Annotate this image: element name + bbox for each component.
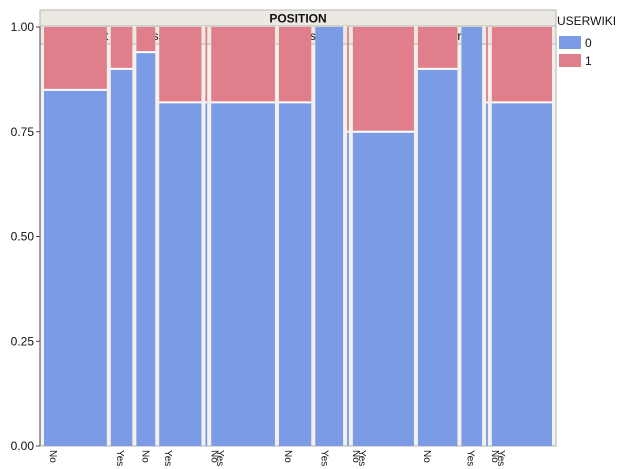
bar-professor-yes-userwiki-1 (491, 27, 552, 103)
x-tick-label-professor-yes: Yes (495, 450, 506, 466)
y-tick-label: 0.25 (11, 334, 35, 348)
legend-swatch-0 (559, 36, 581, 49)
bar-adjunct-yes-userwiki-1 (110, 27, 133, 69)
bar-adjunct-no-userwiki-1 (44, 27, 107, 90)
bar-instructor-yes-userwiki-1 (352, 27, 414, 132)
legend-swatch-1 (559, 54, 581, 67)
bar-else-yes-userwiki-0 (315, 27, 344, 446)
bar-else-no-userwiki-0 (278, 102, 312, 447)
x-tick-label-assistant-no: No (139, 450, 150, 463)
bar-assistant-yes-userwiki-1 (159, 27, 202, 103)
chart-title: POSITION (269, 12, 326, 26)
legend-title: USERWIKI (557, 14, 616, 28)
bar-professor-no-userwiki-1 (486, 27, 488, 103)
x-tick-label-lecturer-no: No (421, 450, 432, 463)
bar-instructor-no-userwiki-0 (347, 131, 349, 446)
bar-associate-no-userwiki-0 (205, 102, 208, 447)
bar-instructor-no-userwiki-1 (347, 27, 349, 132)
bar-associate-no-userwiki-1 (205, 27, 208, 103)
y-tick-label: 0.00 (11, 439, 35, 453)
bar-assistant-yes-userwiki-0 (159, 102, 202, 447)
x-tick-label-associate-no: No (208, 450, 219, 463)
x-tick-label-adjunct-yes: Yes (114, 450, 125, 466)
x-tick-label-lecturer-yes: Yes (464, 450, 475, 466)
bar-professor-yes-userwiki-0 (491, 102, 552, 447)
bar-else-no-userwiki-1 (278, 27, 312, 103)
x-tick-label-instructor-yes: Yes (356, 450, 367, 466)
x-tick-label-else-yes: Yes (318, 450, 329, 466)
bar-lecturer-yes-userwiki-0 (461, 27, 483, 446)
y-axis: 0.00 0.25 0.50 0.75 1.00 (11, 20, 41, 453)
x-tick-label-assistant-yes: Yes (162, 450, 173, 466)
y-tick-label: 0.50 (11, 230, 35, 244)
x-tick-label-professor-no: No (489, 450, 500, 463)
x-tick-label-instructor-no: No (350, 450, 361, 463)
x-tick-label-adjunct-no: No (47, 450, 58, 463)
bar-associate-yes-userwiki-0 (211, 102, 275, 447)
legend-label-0: 0 (585, 36, 592, 50)
bar-lecturer-no-userwiki-0 (417, 68, 458, 447)
bar-lecturer-no-userwiki-1 (417, 27, 458, 69)
bar-assistant-no-userwiki-1 (136, 27, 156, 53)
legend-label-1: 1 (585, 54, 592, 68)
y-tick-label: 0.75 (11, 125, 35, 139)
bar-instructor-yes-userwiki-0 (352, 131, 414, 446)
bar-assistant-no-userwiki-0 (136, 52, 156, 446)
bars-layer (44, 27, 552, 447)
x-tick-label-else-no: No (282, 450, 293, 463)
legend: USERWIKI 0 1 (557, 14, 616, 68)
bar-adjunct-yes-userwiki-0 (110, 68, 133, 447)
y-tick-label: 1.00 (11, 20, 35, 34)
x-tick-label-associate-yes: Yes (214, 450, 225, 466)
bar-professor-no-userwiki-0 (486, 102, 488, 447)
bar-adjunct-no-userwiki-0 (44, 89, 107, 446)
bar-associate-yes-userwiki-1 (211, 27, 275, 103)
